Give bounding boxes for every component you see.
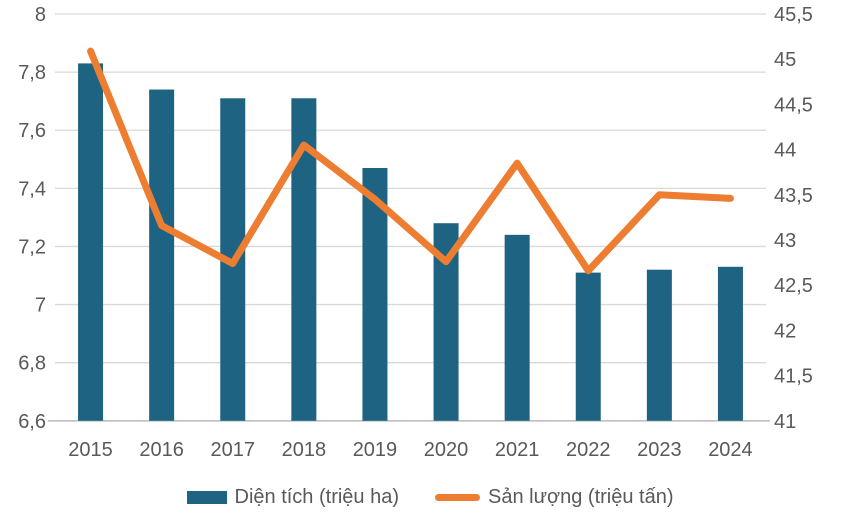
bar-2021: [504, 234, 530, 421]
left-axis-tick-label: 6,8: [18, 353, 46, 375]
bar-2022: [575, 272, 601, 421]
right-axis-tick-label: 41,5: [774, 366, 813, 388]
right-axis-tick-label: 43: [774, 230, 796, 252]
production-series-label: Sản lượng (triệu tấn): [488, 486, 674, 508]
left-axis-tick-label: 7,8: [18, 62, 46, 84]
area-series-label: Diện tích (triệu ha): [234, 486, 400, 508]
bar-2016: [149, 89, 175, 421]
right-axis-tick-label: 44,5: [774, 94, 813, 116]
chart-legend: Diện tích (triệu ha) Sản lượng (triệu tấ…: [0, 486, 860, 509]
legend-item-area: Diện tích (triệu ha): [186, 486, 400, 509]
x-axis-label-2019: 2019: [353, 439, 398, 461]
x-axis-label-2021: 2021: [495, 439, 540, 461]
right-axis-tick-label: 41: [774, 411, 796, 433]
bar-2023: [646, 269, 672, 421]
right-axis-tick-label: 44: [774, 140, 796, 162]
left-axis-tick-label: 7: [35, 295, 46, 317]
x-axis-label-2015: 2015: [68, 439, 113, 461]
bar-2024: [717, 266, 743, 421]
left-axis-tick-label: 7,4: [18, 178, 46, 200]
x-axis-label-2018: 2018: [282, 439, 327, 461]
production-series-swatch: [435, 494, 481, 501]
x-axis-label-2023: 2023: [637, 439, 682, 461]
left-axis-tick-label: 7,6: [18, 120, 46, 142]
x-axis-label-2024: 2024: [708, 439, 753, 461]
x-axis-label-2017: 2017: [211, 439, 256, 461]
bar-2015: [78, 63, 104, 421]
x-axis-label-2022: 2022: [566, 439, 611, 461]
area-series-swatch: [186, 491, 227, 504]
right-axis-tick-label: 42,5: [774, 275, 813, 297]
right-axis-tick-label: 45,5: [774, 4, 813, 26]
left-axis-tick-label: 7,2: [18, 236, 46, 258]
x-axis-label-2016: 2016: [139, 439, 184, 461]
right-axis-tick-label: 43,5: [774, 185, 813, 207]
chart-plot-area: 8 7,8 7,6 7,4 7,2 7 6,8 6,6 45,5 45 44,5 44 43,5 43 42…: [18, 4, 813, 461]
legend-item-production: Sản lượng (triệu tấn): [435, 486, 674, 509]
right-axis-tick-label: 42: [774, 320, 796, 342]
x-axis-label-2020: 2020: [424, 439, 469, 461]
production-line: [87, 47, 734, 275]
left-axis-tick-label: 8: [35, 4, 46, 26]
left-axis-tick-label: 6,6: [18, 411, 46, 433]
right-axis-tick-label: 45: [774, 49, 796, 71]
